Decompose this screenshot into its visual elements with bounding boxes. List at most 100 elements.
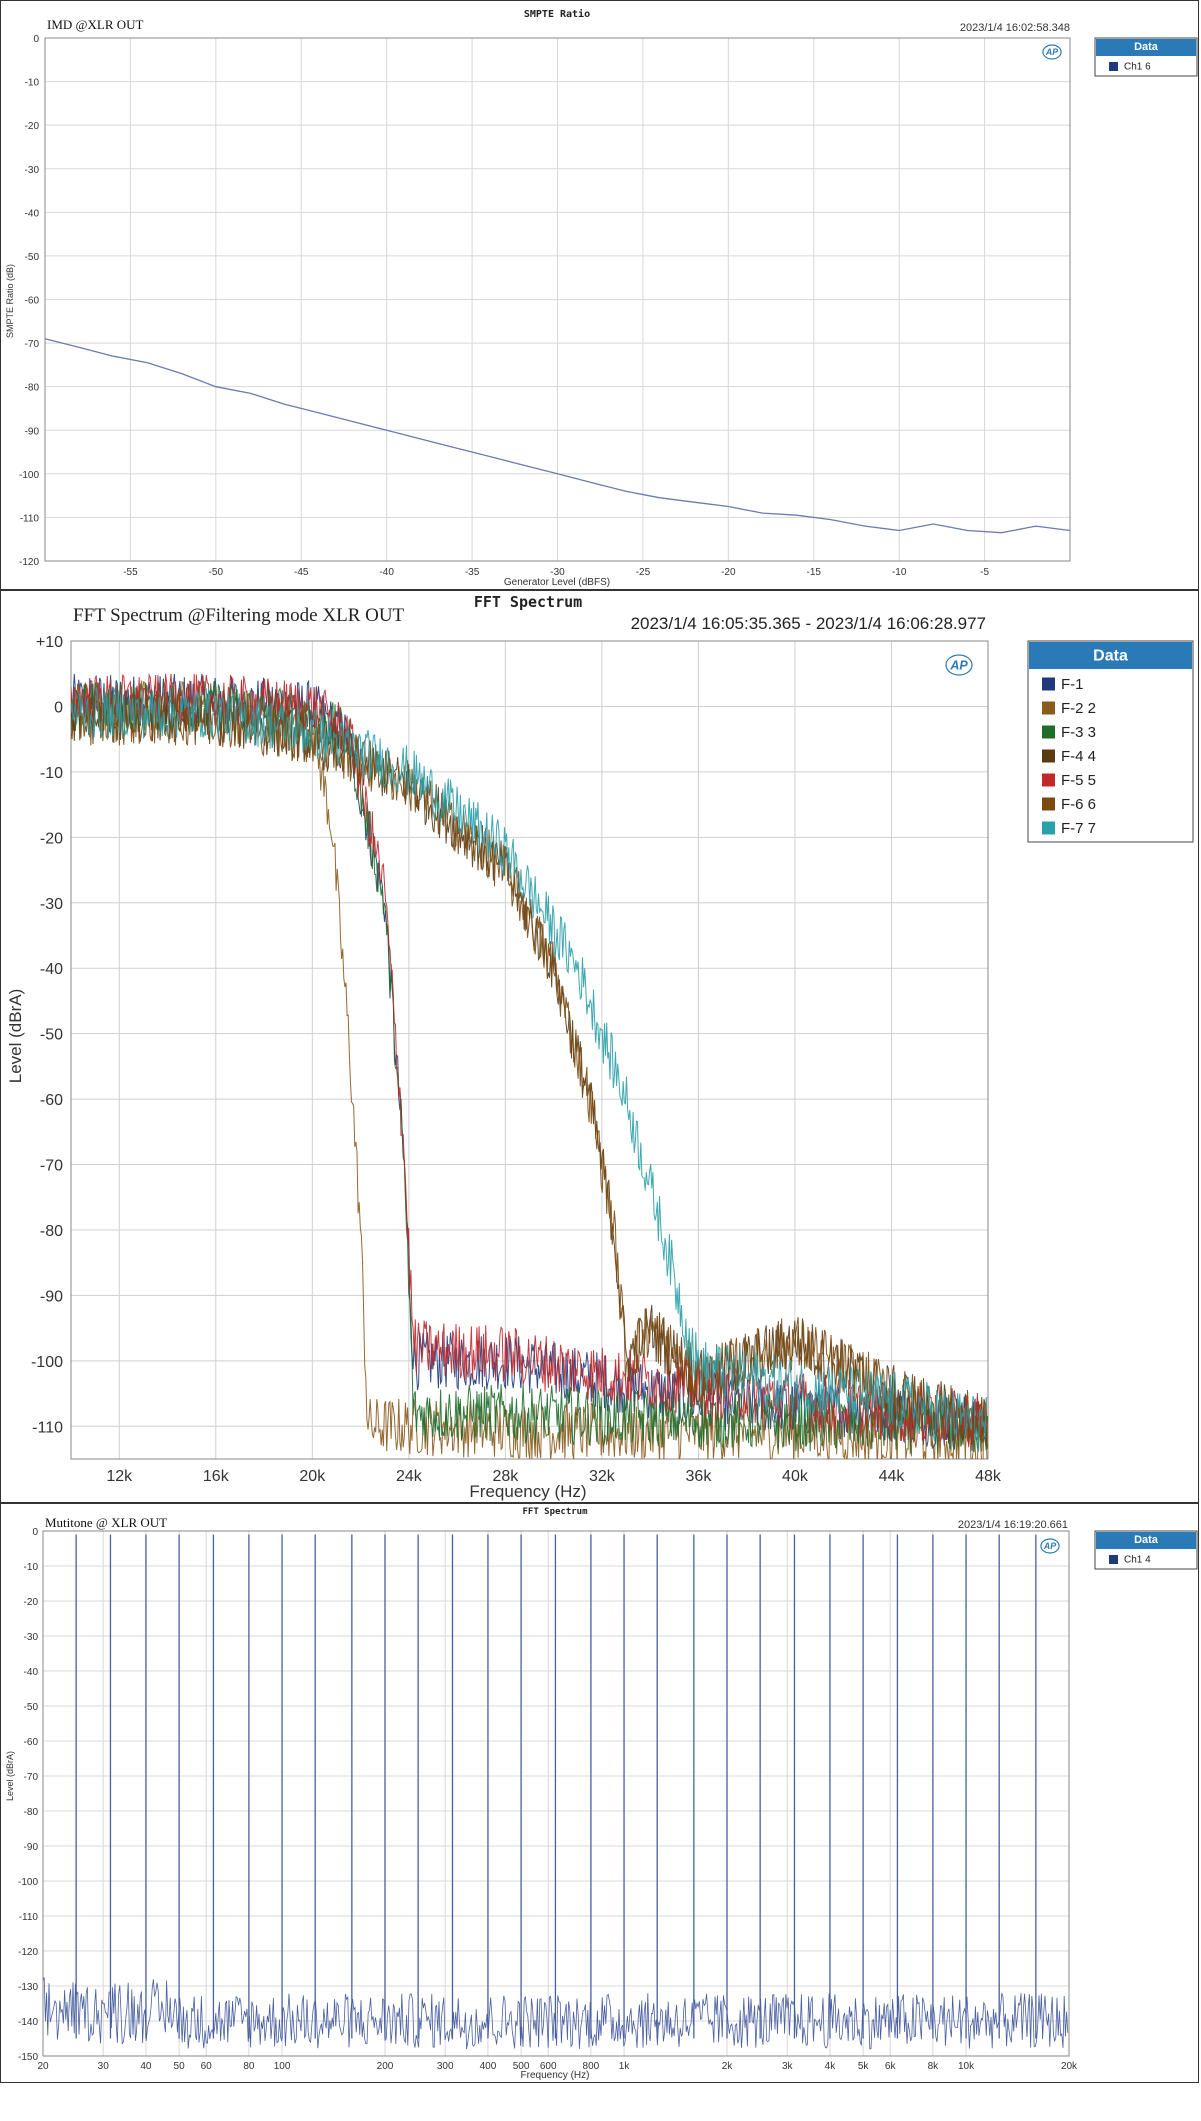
x-tick-label: 24k: [396, 1468, 423, 1485]
y-tick-label: -130: [18, 1982, 38, 1993]
legend-item-label: Ch1 6: [1124, 62, 1151, 73]
x-tick-label: 8k: [928, 2061, 940, 2072]
series-line-f-6: [71, 691, 988, 1452]
fft-filter-chart: FFT Spectrum FFT Spectrum @Filtering mod…: [6, 593, 1194, 1501]
legend-swatch: [1042, 749, 1055, 763]
chart-name: IMD @XLR OUT: [47, 17, 144, 32]
y-axis-label: SMPTE Ratio (dB): [5, 264, 15, 338]
series-line-f-4: [71, 693, 988, 1448]
x-tick-label: 800: [583, 2061, 600, 2072]
y-tick-label: -60: [40, 1092, 63, 1109]
x-tick-label: 40k: [782, 1468, 809, 1485]
y-axis-label: Level (dBrA): [6, 989, 25, 1083]
legend-swatch: [1042, 773, 1055, 787]
y-tick-label: -10: [25, 78, 40, 89]
x-tick-label: 20k: [1061, 2061, 1078, 2072]
y-tick-label: -100: [18, 1877, 38, 1888]
legend-item-label: F-2 2: [1061, 700, 1096, 717]
ap-logo-text: AP: [949, 659, 968, 673]
y-tick-label: -80: [40, 1223, 63, 1240]
y-tick-label: -20: [40, 830, 63, 847]
legend-swatch: [1109, 1555, 1118, 1564]
y-tick-label: -80: [24, 1807, 39, 1818]
y-tick-label: -90: [24, 1842, 39, 1853]
x-tick-label: 40: [140, 2061, 152, 2072]
x-tick-label: -5: [980, 567, 989, 578]
y-tick-label: -120: [18, 1947, 38, 1958]
chart-name: FFT Spectrum @Filtering mode XLR OUT: [73, 605, 405, 626]
smpte-ratio-panel: SMPTE Ratio IMD @XLR OUT 2023/1/4 16:02:…: [0, 0, 1199, 590]
x-tick-label: -40: [379, 567, 394, 578]
legend-title: Data: [1093, 647, 1128, 664]
y-tick-label: -100: [19, 470, 39, 481]
x-tick-label: 100: [274, 2061, 291, 2072]
x-tick-label: 36k: [686, 1468, 713, 1485]
y-tick-label: -150: [18, 2052, 38, 2063]
ap-logo-text: AP: [1045, 47, 1058, 57]
x-tick-label: 2k: [722, 2061, 734, 2072]
legend-title: Data: [1134, 1534, 1159, 1546]
legend-item-label: F-6 6: [1061, 796, 1096, 813]
x-tick-label: 5k: [858, 2061, 870, 2072]
series-line-f-1: [71, 673, 988, 1451]
legend: Data Ch1 4: [1094, 1530, 1198, 1570]
legend: Data F-1 F-2 2 F-3 3 F-4 4 F-5 5 F-6 6 F-7 7: [1027, 640, 1194, 843]
y-tick-label: -120: [19, 557, 39, 568]
y-tick-label: -20: [25, 121, 40, 132]
x-tick-label: 20: [37, 2061, 49, 2072]
x-tick-label: 28k: [492, 1468, 519, 1485]
chart-title: FFT Spectrum: [474, 593, 582, 611]
timestamp: 2023/1/4 16:19:20.661: [958, 1519, 1068, 1531]
chart-title: FFT Spectrum: [522, 1507, 588, 1517]
legend-header: [1096, 39, 1196, 56]
y-tick-label: -90: [40, 1288, 63, 1305]
x-tick-label: -20: [721, 567, 736, 578]
legend-item-label: F-1: [1061, 676, 1084, 693]
ap-logo-icon: [1040, 1538, 1060, 1554]
y-tick-label: -70: [24, 1772, 39, 1783]
x-tick-label: 12k: [106, 1468, 133, 1485]
x-axis-label: Generator Level (dBFS): [504, 577, 610, 588]
legend-item-label: F-4 4: [1061, 748, 1096, 765]
timestamp: 2023/1/4 16:02:58.348: [960, 22, 1070, 34]
x-tick-label: 30: [98, 2061, 110, 2072]
legend-swatch: [1042, 821, 1055, 835]
series-line-ch1: [44, 338, 1071, 534]
y-tick-label: -30: [40, 896, 63, 913]
x-tick-label: 20k: [299, 1468, 326, 1485]
series-line-f-5: [71, 672, 988, 1448]
y-tick-label: -50: [25, 252, 40, 263]
x-tick-label: 500: [513, 2061, 530, 2072]
y-tick-label: -10: [24, 1562, 39, 1573]
legend-item-label: F-3 3: [1061, 724, 1096, 741]
x-tick-label: 200: [377, 2061, 394, 2072]
y-tick-label: -60: [25, 296, 40, 307]
x-tick-label: 300: [437, 2061, 454, 2072]
y-tick-label: -140: [18, 2017, 38, 2028]
legend-item-label: Ch1 4: [1124, 1555, 1151, 1566]
x-tick-label: -25: [636, 567, 651, 578]
fft-filter-panel: FFT Spectrum FFT Spectrum @Filtering mod…: [0, 590, 1199, 1503]
x-tick-label: 80: [243, 2061, 255, 2072]
x-tick-label: -10: [892, 567, 907, 578]
ap-logo-icon: [945, 654, 973, 676]
series-line-f-3: [71, 680, 988, 1454]
plot-area: [42, 1530, 1070, 2057]
x-tick-label: 4k: [825, 2061, 837, 2072]
x-tick-label: -35: [465, 567, 480, 578]
x-tick-label: 50: [174, 2061, 186, 2072]
legend-box: [1027, 640, 1194, 843]
x-tick-label: 44k: [879, 1468, 906, 1485]
x-tick-label: 16k: [203, 1468, 230, 1485]
y-tick-label: +10: [36, 634, 63, 651]
legend-header: [1029, 642, 1192, 669]
y-tick-label: -40: [25, 208, 40, 219]
y-tick-label: 0: [32, 1527, 38, 1538]
y-tick-label: -80: [25, 383, 40, 394]
x-axis-label: Frequency (Hz): [521, 2070, 590, 2081]
smpte-ratio-chart: SMPTE Ratio IMD @XLR OUT 2023/1/4 16:02:…: [5, 8, 1198, 588]
x-tick-label: -55: [123, 567, 138, 578]
y-tick-label: -40: [24, 1667, 39, 1678]
legend-swatch: [1042, 701, 1055, 715]
y-tick-label: 0: [54, 699, 63, 716]
